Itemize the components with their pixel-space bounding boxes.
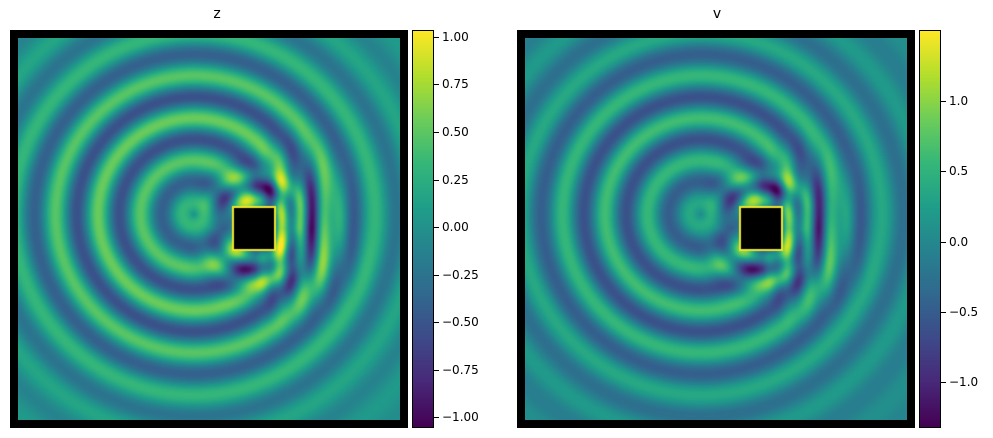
colorbar-z-tick-mark xyxy=(434,227,439,228)
colorbar-z-tick-mark xyxy=(434,84,439,85)
colorbar-z-tick-mark xyxy=(434,417,439,418)
colorbar-v xyxy=(919,30,941,428)
colorbar-z-tick-mark xyxy=(434,180,439,181)
colorbar-v-tick-mark xyxy=(941,242,946,243)
colorbar-z-tick-label: −1.00 xyxy=(442,410,479,424)
colorbar-z-tick-mark xyxy=(434,37,439,38)
colorbar-v-tick-mark xyxy=(941,171,946,172)
panel-z-heatmap xyxy=(10,30,408,428)
heatmap-z-image xyxy=(18,38,400,420)
heatmap-v-image xyxy=(525,38,907,420)
colorbar-v-tick-label: 0.5 xyxy=(949,164,969,178)
colorbar-v-tick-mark xyxy=(941,101,946,102)
colorbar-z-tick-mark xyxy=(434,275,439,276)
panel-v-title: v xyxy=(712,6,722,22)
panel-z-title: z xyxy=(213,6,221,22)
colorbar-z-tick-mark xyxy=(434,370,439,371)
panel-v-heatmap xyxy=(517,30,915,428)
colorbar-z-tick-label: 0.00 xyxy=(442,220,469,234)
colorbar-z-tick-label: 0.75 xyxy=(442,77,469,91)
colorbar-z xyxy=(412,30,434,428)
colorbar-z-tick-label: 0.25 xyxy=(442,173,469,187)
colorbar-z-tick-mark xyxy=(434,322,439,323)
colorbar-v-tick-mark xyxy=(941,382,946,383)
colorbar-v-tick-label: 0.0 xyxy=(949,235,969,249)
colorbar-z-tick-label: −0.25 xyxy=(442,268,479,282)
colorbar-v-tick-label: −1.0 xyxy=(949,375,979,389)
colorbar-z-tick-label: 1.00 xyxy=(442,30,469,44)
colorbar-z-tick-label: 0.50 xyxy=(442,125,469,139)
colorbar-z-tick-label: −0.75 xyxy=(442,363,479,377)
colorbar-v-tick-label: 1.0 xyxy=(949,94,969,108)
colorbar-z-tick-label: −0.50 xyxy=(442,315,479,329)
colorbar-v-tick-label: −0.5 xyxy=(949,305,979,319)
colorbar-v-tick-mark xyxy=(941,312,946,313)
colorbar-z-tick-mark xyxy=(434,132,439,133)
